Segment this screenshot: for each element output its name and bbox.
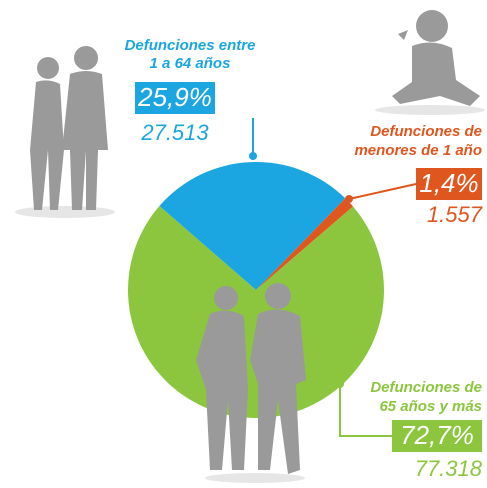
silhouettes [15, 10, 485, 483]
connector-dot [336, 380, 344, 388]
category-label: Defunciones entre [125, 37, 256, 54]
pie-slice [159, 161, 346, 290]
category-label: 65 años y más [379, 398, 482, 415]
connector [339, 384, 392, 437]
percent-box [392, 420, 482, 452]
pie-slice [128, 206, 384, 418]
category-label: Defunciones de [370, 123, 482, 140]
category-label: menores de 1 año [354, 142, 482, 159]
pie-slice [256, 198, 354, 290]
count-label: 77.318 [415, 456, 483, 481]
percent-box [135, 82, 215, 114]
percent-label: 72,7% [400, 420, 474, 450]
connector [348, 183, 417, 200]
count-label: 27.513 [140, 120, 209, 145]
percent-label: 1,4% [419, 168, 478, 198]
percent-box [416, 168, 482, 200]
connector-dot [345, 195, 353, 203]
connector-dot [249, 152, 257, 160]
count-label: 1.557 [427, 202, 483, 227]
category-label: Defunciones de [370, 379, 482, 396]
silhouettes-elderly [196, 283, 306, 474]
percent-label: 25,9% [137, 82, 212, 112]
category-label: 1 a 64 años [150, 55, 231, 72]
